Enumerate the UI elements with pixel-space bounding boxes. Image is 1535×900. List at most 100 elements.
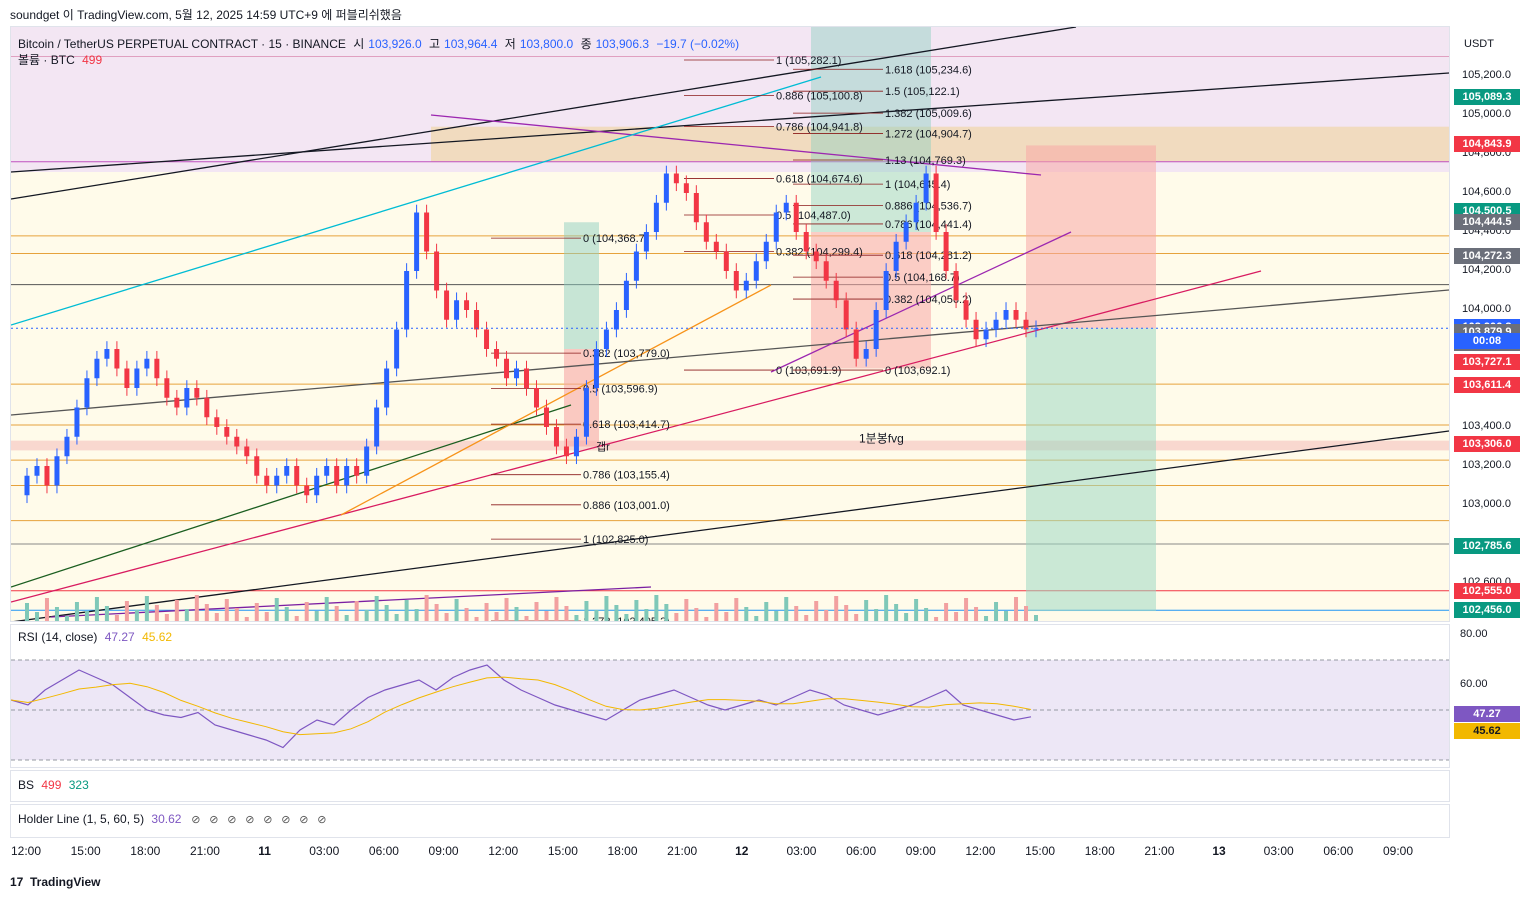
holder-legend[interactable]: Holder Line (1, 5, 60, 5) 30.62 ⊘ ⊘ ⊘ ⊘ ⊘ ⊘ ⊘ ⊘ <box>18 812 333 826</box>
candle-body <box>953 271 959 301</box>
time-axis[interactable]: 12:00 15:00 18:00 21:00 11 03:00 06:00 09:00 12:… <box>10 842 1450 862</box>
candle-body <box>294 466 300 486</box>
candle-body <box>753 261 759 281</box>
candle-body <box>883 271 889 310</box>
price-label: 104,600.0 <box>1462 186 1511 198</box>
candle-body <box>583 388 589 437</box>
symbol-name[interactable]: Bitcoin / TetherUS PERPETUAL CONTRACT · … <box>18 37 346 51</box>
candle-body <box>733 271 739 291</box>
price-badge: 104,843.9 <box>1454 136 1520 153</box>
volume-bar <box>154 605 159 621</box>
volume-bar <box>544 611 549 621</box>
main-chart-panel[interactable]: 1 (105,282.1) 1.618 (105,234.6) 1.5 (105,1… <box>10 26 1450 622</box>
volume-bar <box>864 600 869 621</box>
holder-value: 30.62 <box>151 812 182 826</box>
volume-bar <box>44 598 49 621</box>
rsi-panel[interactable] <box>10 624 1450 768</box>
candle-body <box>723 251 729 271</box>
candle-body <box>763 241 769 262</box>
symbol-legend[interactable]: Bitcoin / TetherUS PERPETUAL CONTRACT · … <box>18 35 743 52</box>
candle-body <box>903 222 909 242</box>
empty-set-icon: ⊘ <box>263 814 273 826</box>
volume-bar <box>294 616 299 621</box>
stop-loss-box <box>1026 145 1156 329</box>
holder-panel[interactable] <box>10 804 1450 838</box>
publish-caption: soundget 이 TradingView.com, 5월 12, 2025 … <box>10 8 402 22</box>
candle-body <box>134 368 140 388</box>
candle-body <box>643 232 649 252</box>
bs-legend[interactable]: BS 499 323 <box>18 778 93 792</box>
fib-level-label: 0.618 (104,281.2) <box>885 250 972 262</box>
fib-level-label: 0.886 (103,001.0) <box>583 500 670 512</box>
currency-label[interactable]: USDT <box>1464 38 1494 50</box>
time-label: 03:00 <box>309 844 340 858</box>
candle-body <box>893 241 899 271</box>
short-position-box <box>811 232 931 369</box>
fib-level-label: 0.5 (104,168.7) <box>885 272 960 284</box>
candle-body <box>274 475 280 486</box>
candle-body <box>194 388 200 398</box>
candle-body <box>743 280 749 291</box>
rsi-chart[interactable] <box>11 625 1449 767</box>
candle-body <box>444 290 450 320</box>
time-label: 06:00 <box>846 844 877 858</box>
volume-bar <box>314 611 319 621</box>
candle-body <box>254 456 260 476</box>
brand-name: TradingView <box>30 875 101 889</box>
candle-body <box>933 173 939 232</box>
volume-bar <box>264 612 269 621</box>
candle-body <box>284 466 290 476</box>
volume-bar <box>784 597 789 621</box>
volume-bar <box>354 601 359 621</box>
tradingview-brand[interactable]: 17 TradingView <box>10 875 100 889</box>
volume-bar <box>694 608 699 621</box>
volume-bar <box>374 596 379 621</box>
rsi-scale-80: 80.00 <box>1460 628 1488 640</box>
candle-body <box>64 436 70 457</box>
candle-body <box>603 329 609 349</box>
candle-body <box>324 466 330 476</box>
volume-bar <box>414 609 419 621</box>
candle-body <box>653 202 659 232</box>
candle-body <box>44 466 50 486</box>
time-label: 06:00 <box>1323 844 1354 858</box>
time-label: 06:00 <box>368 844 399 858</box>
candle-body <box>613 310 619 330</box>
candle-body <box>234 436 240 447</box>
price-scale[interactable]: USDT <box>1452 26 1522 622</box>
volume-bar <box>24 603 29 621</box>
long-position-box <box>811 27 931 232</box>
fib-level-label: 1.382 (105,009.6) <box>885 108 972 120</box>
candle-body <box>683 183 689 193</box>
lower-zone <box>11 172 1449 621</box>
fib-level-label: 1.272 (104,904.7) <box>885 129 972 141</box>
time-label: 09:00 <box>905 844 936 858</box>
candle-body <box>394 329 400 369</box>
volume-legend[interactable]: 볼륨 · BTC 499 <box>18 51 106 68</box>
volume-bar <box>394 614 399 621</box>
candle-body <box>264 475 270 486</box>
volume-bar <box>914 599 919 621</box>
rsi-legend[interactable]: RSI (14, close) 47.27 45.62 <box>18 630 176 644</box>
empty-set-icon: ⊘ <box>299 814 309 826</box>
fib-level-label: 0.786 (104,941.8) <box>776 121 863 133</box>
price-chart[interactable]: 1 (105,282.1) 1.618 (105,234.6) 1.5 (105,1… <box>11 27 1449 621</box>
empty-set-icon: ⊘ <box>227 814 237 826</box>
rsi-value-2: 45.62 <box>142 630 173 644</box>
time-label: 09:00 <box>428 844 459 858</box>
gap-annotation: 갭r <box>596 441 610 454</box>
candle-body <box>304 485 310 496</box>
volume-bar <box>254 603 259 621</box>
price-badge: 104,272.3 <box>1454 247 1520 264</box>
candle-body <box>633 251 639 281</box>
low-label: 저 <box>504 37 516 51</box>
candle-body <box>504 358 510 379</box>
volume-bar <box>1024 606 1029 621</box>
volume-bar <box>764 602 769 621</box>
volume-bar <box>484 603 489 621</box>
bs-panel[interactable] <box>10 770 1450 802</box>
volume-bar <box>434 604 439 621</box>
candle-body <box>663 173 669 203</box>
volume-bar <box>974 607 979 621</box>
candle-body <box>913 202 919 223</box>
